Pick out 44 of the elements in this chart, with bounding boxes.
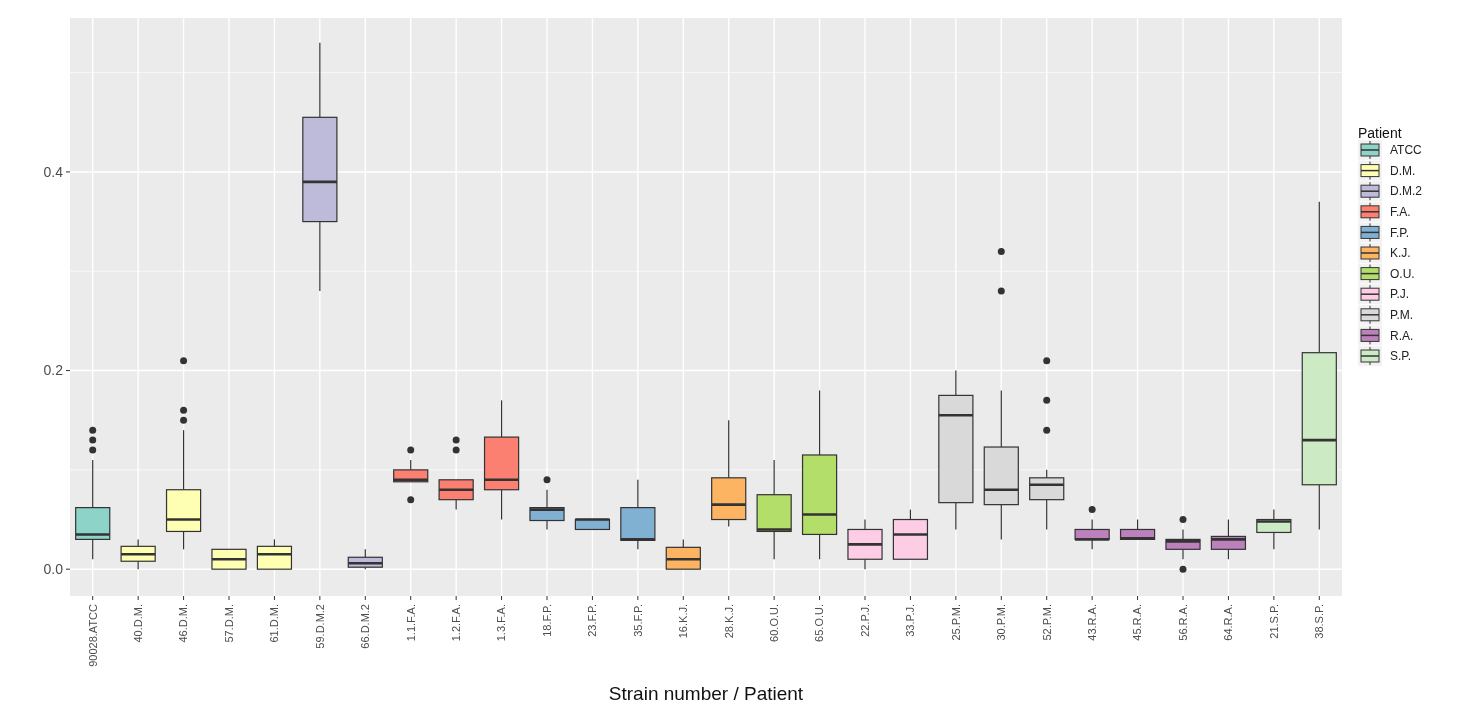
- x-tick-label: 25.P.M.: [949, 604, 962, 641]
- legend-label: F.A.: [1390, 205, 1411, 219]
- y-tick-label: 0.4: [43, 163, 64, 180]
- x-tick-label: 28.K.J.: [722, 604, 735, 639]
- x-tick-label: 40.D.M.: [131, 604, 144, 643]
- legend-label: P.M.: [1390, 308, 1414, 322]
- y-tick-label: 0.0: [43, 561, 64, 578]
- legend-label: S.P.: [1390, 349, 1412, 364]
- x-tick-label: 64.R.A.: [1222, 604, 1235, 641]
- x-axis-title: Strain number / Patient: [608, 683, 804, 704]
- x-tick-label: 1.2.F.A.: [449, 604, 462, 642]
- legend-label: K.J.: [1390, 246, 1411, 261]
- y-tick-label: 0.2: [43, 362, 64, 379]
- x-tick-label: 1.1.F.A.: [404, 604, 417, 642]
- x-tick-label: 22.P.J.: [858, 604, 871, 637]
- legend-title: Patient: [1358, 125, 1402, 141]
- x-tick-label: 43.R.A.: [1085, 604, 1098, 641]
- x-tick-label: 23.F.P.: [586, 604, 599, 637]
- x-tick-label: 18.F.P.: [540, 604, 553, 637]
- x-tick-label: 16.K.J.: [677, 604, 690, 639]
- x-tick-label: 21.S.P.: [1267, 604, 1280, 639]
- x-tick-label: 1.3.F.A.: [495, 604, 508, 642]
- x-tick-label: 90028.ATCC: [86, 603, 99, 667]
- x-tick-label: 56.R.A.: [1176, 604, 1189, 641]
- legend-label: D.M.2: [1390, 184, 1423, 199]
- x-tick-label: 66.D.M.2: [359, 604, 372, 649]
- x-tick-label: 33.P.J.: [904, 604, 917, 637]
- x-tick-label: 46.D.M.: [177, 604, 190, 643]
- legend-label: F.P.: [1390, 225, 1410, 240]
- x-tick-label: 38.S.P.: [1313, 604, 1326, 639]
- x-tick-label: 52.P.M.: [1040, 604, 1053, 641]
- x-tick-label: 61.D.M.: [268, 604, 281, 643]
- x-tick-label: 35.F.P.: [631, 604, 644, 637]
- legend-label: P.J.: [1390, 287, 1410, 302]
- x-tick-label: 59.D.M.2: [313, 604, 326, 649]
- x-tick-label: 60.O.U.: [767, 604, 780, 642]
- legend-label: O.U.: [1390, 266, 1415, 281]
- legend-label: ATCC: [1390, 143, 1423, 158]
- x-tick-label: 45.R.A.: [1131, 604, 1144, 641]
- legend-label: R.A.: [1390, 328, 1414, 343]
- x-tick-label: 30.P.M.: [995, 604, 1008, 641]
- x-tick-label: 57.D.M.: [222, 604, 235, 643]
- x-tick-label: 65.O.U.: [813, 604, 826, 642]
- legend-label: D.M.: [1390, 163, 1416, 178]
